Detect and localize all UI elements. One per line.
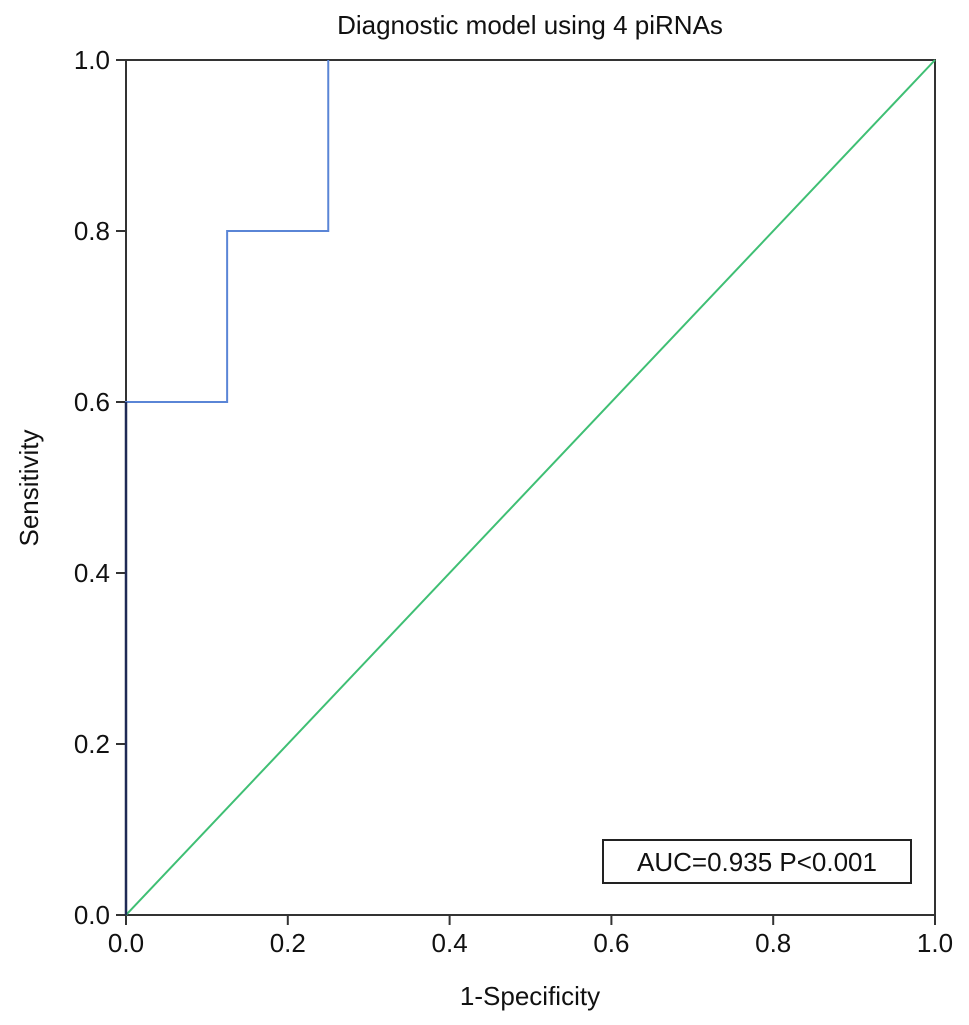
y-axis: 0.0 0.2 0.4 0.6 0.8 1.0 [74, 45, 126, 930]
y-tick-label: 1.0 [74, 45, 110, 75]
auc-annotation-text: AUC=0.935 P<0.001 [637, 847, 877, 877]
auc-annotation: AUC=0.935 P<0.001 [602, 839, 912, 884]
x-axis-title: 1-Specificity [460, 981, 600, 1011]
x-tick-label: 1.0 [917, 928, 953, 958]
x-tick-label: 0.0 [108, 928, 144, 958]
reference-diagonal-line [125, 59, 936, 916]
x-tick-label: 0.4 [432, 928, 468, 958]
x-axis: 0.0 0.2 0.4 0.6 0.8 1.0 [108, 915, 953, 958]
x-tick-label: 0.6 [593, 928, 629, 958]
y-tick-label: 0.0 [74, 900, 110, 930]
y-axis-title: Sensitivity [14, 429, 44, 546]
auc-annotation-border [602, 839, 912, 884]
series-layer [124, 59, 936, 916]
y-tick-label: 0.8 [74, 216, 110, 246]
roc-curve-line [125, 60, 330, 915]
y-tick-label: 0.4 [74, 558, 110, 588]
chart-title: Diagnostic model using 4 piRNAs [337, 10, 723, 40]
x-tick-label: 0.8 [755, 928, 791, 958]
y-tick-label: 0.2 [74, 729, 110, 759]
x-tick-label: 0.2 [270, 928, 306, 958]
y-tick-label: 0.6 [74, 387, 110, 417]
